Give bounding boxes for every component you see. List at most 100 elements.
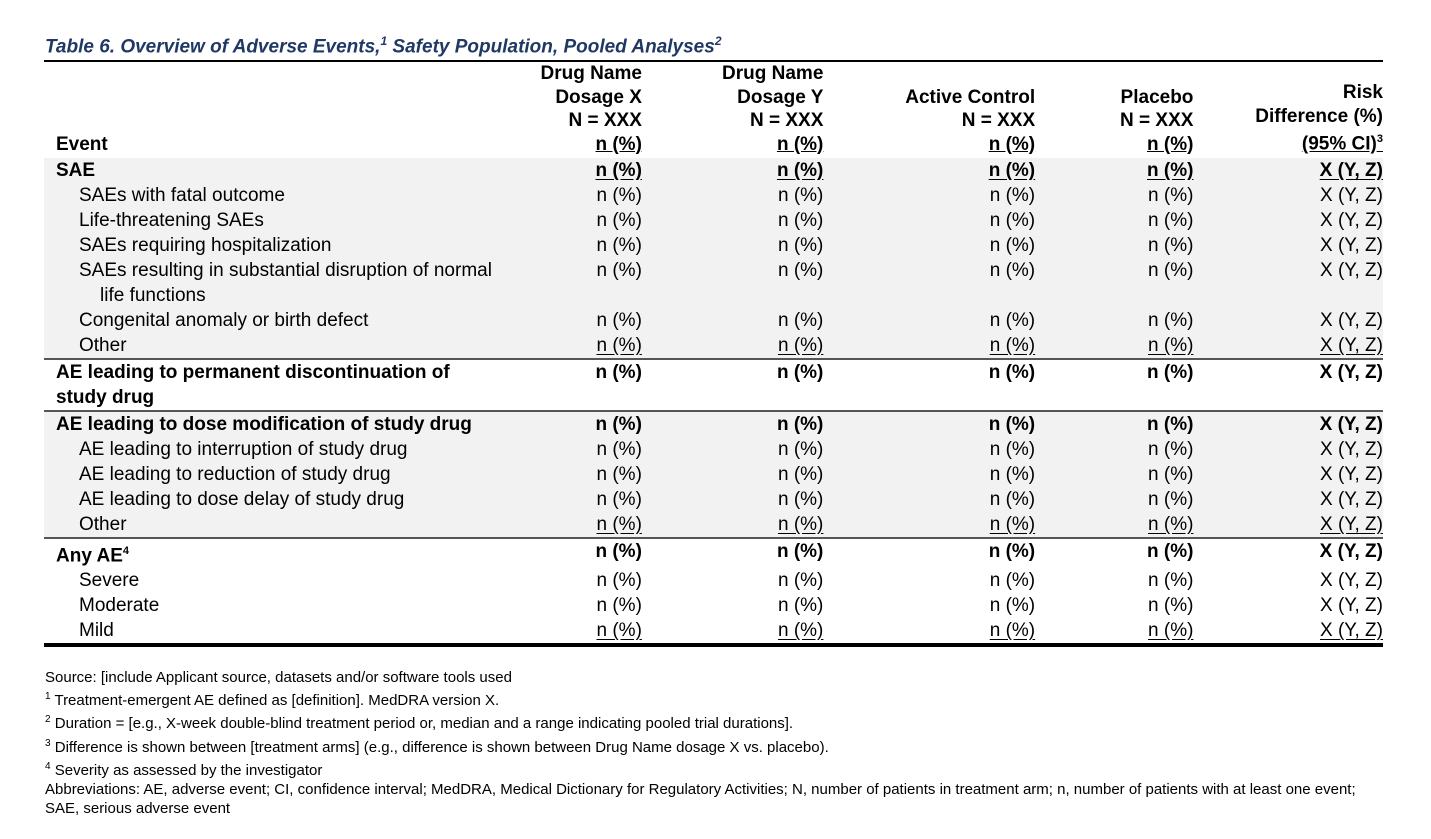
cell: X (Y, Z) (1193, 487, 1383, 512)
table-row: Severe n (%) n (%) n (%) n (%) X (Y, Z) (44, 568, 1383, 593)
row-label: Moderate (79, 595, 160, 617)
row-label: Severe (79, 570, 140, 592)
cell: n (%) (823, 462, 1036, 487)
cell: n (%) (1035, 308, 1194, 333)
cell: n (%) (1035, 233, 1194, 258)
cell: n (%) (989, 570, 1036, 592)
row-label: Congenital anomaly or birth defect (44, 308, 503, 333)
table-row: AE leading to permanent discontinuation … (44, 358, 1383, 411)
cell: n (%) (641, 233, 824, 258)
table-title: Table 6. Overview of Adverse Events,1 Sa… (45, 34, 722, 58)
row-label: Any AE4 (44, 536, 503, 569)
cell: n (%) (1148, 570, 1194, 592)
cell: n (%) (1035, 618, 1194, 648)
header-col-placebo: Placebo N = XXX n (%) (1035, 60, 1194, 158)
table-row: SAEs requiring hospitalization n (%) n (… (44, 233, 1383, 258)
cell: n (%) (641, 437, 824, 462)
cell: X (Y, Z) (1193, 618, 1383, 648)
cell: n (%) (823, 158, 1036, 183)
cell: n (%) (823, 258, 1036, 308)
table-row: Moderate n (%) n (%) n (%) n (%) X (Y, Z… (44, 593, 1383, 618)
cell: X (Y, Z) (1193, 410, 1383, 437)
cell: n (%) (823, 358, 1036, 411)
row-label: SAEs resulting in substantial disruption… (44, 258, 503, 308)
cell: X (Y, Z) (1193, 183, 1383, 208)
cell: n (%) (1035, 487, 1194, 512)
cell: n (%) (823, 410, 1036, 437)
row-label: Mild (44, 618, 503, 648)
cell: n (%) (641, 410, 824, 437)
table-row: Other n (%) n (%) n (%) n (%) X (Y, Z) (44, 512, 1383, 538)
cell: n (%) (502, 233, 642, 258)
footnote-2: 2 Duration = [e.g., X-week double-blind … (45, 714, 794, 733)
row-label: Life-threatening SAEs (44, 208, 503, 233)
row-label: Other (44, 333, 503, 359)
table-row: AE leading to dose delay of study drug n… (44, 487, 1383, 512)
table-row: AE leading to dose modification of study… (44, 410, 1383, 437)
cell: n (%) (502, 158, 642, 183)
cell: X (Y, Z) (1193, 158, 1383, 183)
cell: n (%) (823, 536, 1036, 569)
cell: n (%) (502, 410, 642, 437)
cell: n (%) (1035, 208, 1194, 233)
cell: X (Y, Z) (1320, 570, 1383, 592)
cell: n (%) (777, 570, 824, 592)
cell: n (%) (823, 208, 1036, 233)
table-row: SAEs resulting in substantial disruption… (44, 258, 1383, 308)
cell: n (%) (823, 233, 1036, 258)
cell: X (Y, Z) (1193, 536, 1383, 569)
cell: n (%) (641, 258, 824, 308)
cell: X (Y, Z) (1193, 358, 1383, 411)
row-label: Other (44, 512, 503, 538)
cell: X (Y, Z) (1193, 208, 1383, 233)
row-label: SAE (44, 158, 503, 183)
header-event: Event (44, 60, 503, 158)
cell: n (%) (1035, 512, 1194, 538)
cell: n (%) (502, 333, 642, 359)
cell: X (Y, Z) (1193, 258, 1383, 308)
header-col-active-control: Active Control N = XXX n (%) (823, 60, 1036, 158)
cell: n (%) (1035, 183, 1194, 208)
cell: n (%) (823, 512, 1036, 538)
table-row: Life-threatening SAEs n (%) n (%) n (%) … (44, 208, 1383, 233)
cell: n (%) (641, 487, 824, 512)
footnote-abbreviations: Abbreviations: AE, adverse event; CI, co… (45, 781, 1356, 818)
cell: X (Y, Z) (1193, 333, 1383, 359)
cell: n (%) (641, 333, 824, 359)
cell: X (Y, Z) (1193, 462, 1383, 487)
table-row: Any AE4 n (%) n (%) n (%) n (%) X (Y, Z) (44, 536, 1383, 569)
cell: n (%) (502, 462, 642, 487)
row-label: AE leading to reduction of study drug (44, 462, 503, 487)
footnote-1: 1 Treatment-emergent AE defined as [defi… (45, 691, 500, 710)
cell: n (%) (1035, 358, 1194, 411)
table-row: Mild n (%) n (%) n (%) n (%) X (Y, Z) (44, 618, 1383, 648)
cell: n (%) (641, 462, 824, 487)
cell: n (%) (502, 487, 642, 512)
cell: n (%) (823, 437, 1036, 462)
row-label: SAEs requiring hospitalization (44, 233, 503, 258)
cell: n (%) (1035, 462, 1194, 487)
footnotes: Source: [include Applicant source, datas… (45, 668, 1385, 818)
cell: X (Y, Z) (1193, 233, 1383, 258)
cell: n (%) (502, 208, 642, 233)
cell: n (%) (596, 570, 642, 592)
footnote-4: 4 Severity as assessed by the investigat… (45, 760, 323, 779)
cell: n (%) (641, 308, 824, 333)
cell: n (%) (502, 258, 642, 308)
row-label: AE leading to permanent discontinuation … (44, 358, 503, 411)
cell: X (Y, Z) (1193, 308, 1383, 333)
header-col-risk-difference: Risk Difference (%) (95% CI)3 (1193, 60, 1383, 158)
cell: n (%) (502, 358, 642, 411)
cell: n (%) (777, 595, 824, 617)
cell: n (%) (823, 333, 1036, 359)
cell: n (%) (641, 358, 824, 411)
cell: n (%) (502, 618, 642, 648)
cell: n (%) (502, 437, 642, 462)
cell: X (Y, Z) (1320, 595, 1383, 617)
cell: n (%) (641, 183, 824, 208)
table-row: SAEs with fatal outcome n (%) n (%) n (%… (44, 183, 1383, 208)
